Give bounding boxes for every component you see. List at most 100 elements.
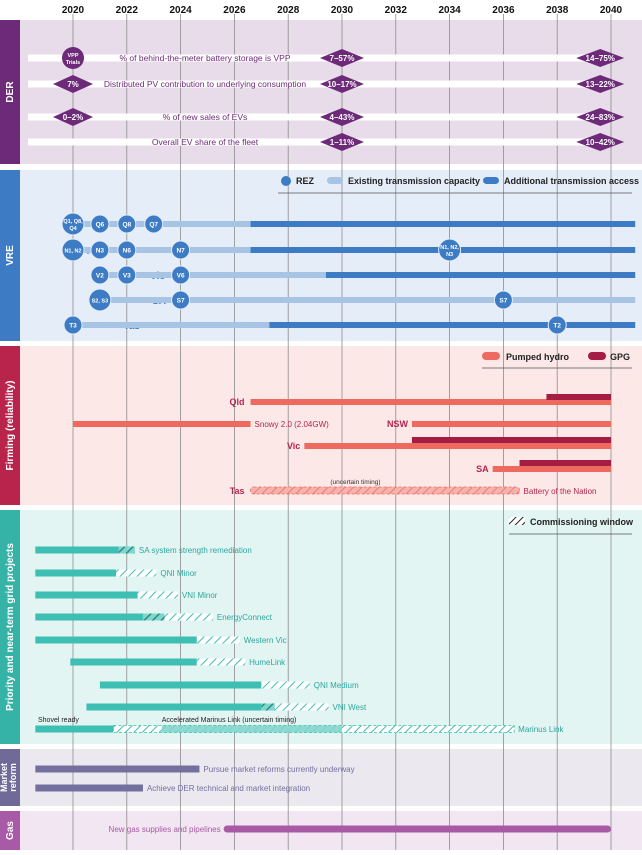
- project-commissioning-dark: [118, 546, 135, 554]
- market-reform-label: Achieve DER technical and market integra…: [147, 784, 310, 793]
- legend-pumped-hydro-label: Pumped hydro: [506, 352, 570, 362]
- der-start-circle: [62, 47, 84, 69]
- firming-label-nsw: NSW: [387, 419, 409, 429]
- project-commissioning-light: [196, 636, 240, 644]
- tick-label-2028: 2028: [277, 5, 300, 16]
- market-reform-bar: [35, 765, 200, 773]
- legend-pumped-hydro-swatch: [482, 352, 500, 360]
- pumped-hydro-bar-sa: [492, 466, 611, 472]
- section-label-gas: Gas: [5, 821, 16, 840]
- rez-marker-label: Q1, Q8,: [63, 219, 83, 225]
- tas-uncertain-note: (uncertain timing): [330, 479, 380, 486]
- year-gridlines: [72, 14, 612, 850]
- der-mid-diamond: [320, 133, 364, 151]
- pumped-hydro-bar-vic: [304, 443, 611, 449]
- pumped-hydro-bar-qld: [250, 399, 612, 405]
- pumped-hydro-bar-snowy: [73, 421, 251, 427]
- der-end-diamond: [576, 49, 625, 67]
- project-commissioning-dark: [261, 703, 275, 711]
- section-label-market-line2: reform: [8, 763, 18, 792]
- rez-marker: [63, 315, 83, 335]
- vre-additional-bar: [250, 221, 636, 227]
- rez-marker: [117, 265, 137, 285]
- legend-gpg-label: GPG: [610, 352, 630, 362]
- rez-marker-label: Q4: [69, 226, 77, 232]
- firming-label-tas: Tas: [230, 486, 245, 496]
- project-commissioning-light: [164, 613, 213, 621]
- firming-label-qld: Qld: [230, 397, 245, 407]
- rez-marker: [171, 290, 191, 310]
- firming-label-vic: Vic: [287, 441, 300, 451]
- project-label: VNI Minor: [182, 591, 218, 600]
- vre-existing-bar: [70, 247, 251, 253]
- project-label: Western Vic: [244, 636, 287, 645]
- project-bar: [86, 703, 262, 711]
- project-bar: [70, 658, 197, 666]
- vre-section: REZ Existing transmission capacity Additio…: [61, 176, 639, 335]
- rez-marker-label: T2: [553, 323, 561, 330]
- legend-rez-dot: [281, 176, 291, 186]
- der-row-track: [28, 138, 608, 146]
- pumped-hydro-uncertain-bar-tas: [250, 486, 520, 495]
- rez-marker: [117, 240, 137, 260]
- tick-label-2024: 2024: [169, 5, 192, 16]
- project-bar: [35, 569, 117, 577]
- rez-marker-label: S7: [177, 298, 185, 305]
- vre-existing-bar: [73, 322, 270, 328]
- rez-marker: [117, 214, 137, 234]
- rez-marker: [90, 214, 110, 234]
- vre-additional-bar: [325, 272, 636, 278]
- der-row-track: [28, 80, 608, 88]
- rez-marker-label: Q7: [149, 222, 158, 229]
- rez-marker: [61, 212, 85, 236]
- rez-marker: [90, 240, 110, 260]
- gpg-bar-qld: [546, 394, 611, 400]
- projects-side-tab: [0, 510, 20, 744]
- project-label: EnergyConnect: [217, 613, 273, 622]
- der-end-label: 10–42%: [586, 138, 615, 147]
- section-label-market-line1: Market: [0, 763, 9, 792]
- project-commissioning-light: [137, 591, 178, 599]
- der-mid-label: 4–43%: [330, 113, 355, 122]
- rez-marker: [547, 315, 567, 335]
- project-bar: [35, 613, 143, 621]
- legend-commissioning-label: Commissioning window: [530, 517, 634, 527]
- rez-marker-label: N7: [176, 248, 185, 255]
- market-side-tab: [0, 749, 20, 806]
- firming-section: Pumped hydro GPG Qld Snowy 2.0 (2.04GW) NSW V…: [73, 352, 632, 496]
- rez-marker: [88, 288, 112, 312]
- project-commissioning-light: [261, 681, 310, 689]
- rez-marker-label: Q8: [122, 222, 131, 229]
- project-label: SA system strength remediation: [139, 546, 252, 555]
- tick-label-2034: 2034: [438, 5, 461, 16]
- project-commissioning-dark: [142, 613, 165, 621]
- der-end-diamond: [576, 133, 625, 151]
- der-mid-diamond: [320, 75, 364, 93]
- legend-additional-swatch: [483, 177, 499, 184]
- der-side-tab: [0, 20, 20, 164]
- section-label-firming: Firming (reliability): [5, 380, 16, 470]
- project-bar: [99, 681, 262, 689]
- rez-marker: [171, 265, 191, 285]
- der-row-track: [28, 54, 608, 62]
- project-label: HumeLink: [249, 658, 286, 667]
- rez-marker-label: N3: [96, 248, 105, 255]
- tick-label-2040: 2040: [600, 5, 623, 16]
- rez-marker-label: V3: [123, 273, 131, 280]
- project-accelerated-overlay: [161, 725, 342, 733]
- gas-label: New gas supplies and pipelines: [109, 825, 221, 834]
- rez-marker-label: N6: [123, 248, 132, 255]
- tick-label-2022: 2022: [116, 5, 139, 16]
- rez-marker: [61, 238, 85, 262]
- vre-side-tab: [0, 170, 20, 341]
- market-reform-bar: [35, 784, 143, 792]
- rez-marker-label: N1, N2: [64, 249, 81, 255]
- gpg-bar-vic: [411, 437, 611, 443]
- rez-marker-label: N3: [446, 252, 453, 258]
- tick-label-2020: 2020: [62, 5, 85, 16]
- project-label: QNI Medium: [314, 681, 359, 690]
- legend-gpg-swatch: [588, 352, 606, 360]
- der-start-label: 0–2%: [63, 113, 83, 122]
